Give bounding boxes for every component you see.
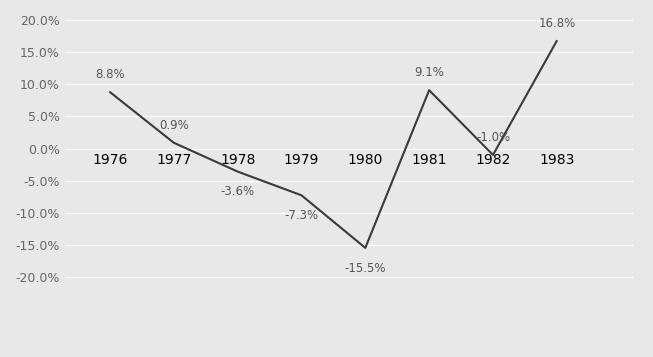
Text: -1.0%: -1.0% (476, 131, 510, 144)
Text: 16.8%: 16.8% (538, 17, 575, 30)
Text: -3.6%: -3.6% (221, 186, 255, 198)
Text: 9.1%: 9.1% (414, 66, 444, 79)
Text: 0.9%: 0.9% (159, 119, 189, 132)
Text: -7.3%: -7.3% (285, 209, 319, 222)
Text: 8.8%: 8.8% (95, 68, 125, 81)
Text: -15.5%: -15.5% (345, 262, 386, 275)
